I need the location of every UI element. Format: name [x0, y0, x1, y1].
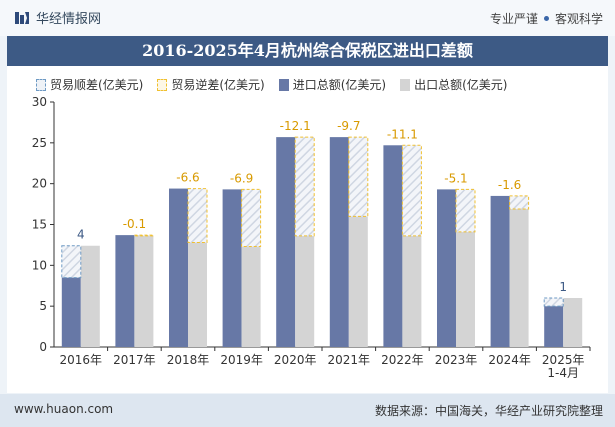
y-tick-label: 5 [39, 299, 47, 313]
brand-name: 华经情报网 [36, 12, 102, 27]
data-label: -12.1 [280, 119, 311, 133]
legend-label-deficit: 贸易逆差(亿美元) [171, 78, 265, 92]
balance-box-surplus [61, 245, 82, 279]
x-tick-label: 2019年 [220, 353, 263, 367]
title-band: 2016-2025年4月杭州综合保税区进出口差额 [7, 36, 608, 66]
legend-swatch-export [400, 78, 411, 91]
data-label: -11.1 [387, 127, 418, 141]
x-tick-label: 2017年 [113, 353, 156, 367]
legend-swatch-deficit [157, 78, 168, 91]
legend-label-export: 出口总额(亿美元) [414, 78, 508, 92]
bar-import [276, 137, 296, 347]
x-tick-label: 2018年 [167, 353, 210, 367]
bar-export [348, 216, 368, 347]
footer-website[interactable]: www.huaon.com [14, 402, 114, 416]
bar-export [188, 242, 207, 347]
x-tick-label: 1-4月 [547, 366, 579, 380]
chart-title: 2016-2025年4月杭州综合保税区进出口差额 [142, 41, 473, 60]
y-tick-label: 0 [39, 340, 47, 354]
x-tick-label: 2024年 [488, 353, 531, 367]
bar-import [115, 235, 135, 347]
data-label: -6.6 [176, 171, 199, 185]
legend-item-export: 出口总额(亿美元) [400, 76, 508, 93]
brand[interactable]: 华经情报网 [14, 8, 101, 27]
legend-item-deficit: 贸易逆差(亿美元) [157, 76, 265, 93]
bar-import [544, 306, 564, 347]
legend-swatch-surplus [36, 78, 46, 91]
legend: 贸易顺差(亿美元) 贸易逆差(亿美元) 进口总额(亿美元) 出口总额(亿美元) [36, 76, 508, 93]
x-tick-label: 2022年 [381, 353, 424, 367]
bar-import [329, 137, 349, 347]
x-tick-label: 2023年 [435, 353, 478, 367]
bar-export [456, 231, 475, 347]
legend-item-import: 进口总额(亿美元) [278, 76, 387, 93]
data-label: 1 [559, 280, 567, 294]
tagline-left: 专业严谨 [489, 12, 538, 26]
header-bar: 华经情报网 专业严谨 客观科学 [0, 0, 615, 36]
balance-box-deficit [348, 136, 369, 217]
data-label: -6.9 [230, 171, 253, 185]
footer-source: 数据来源：中国海关，华经产业研究院整理 [374, 404, 603, 418]
data-label: -0.1 [123, 217, 146, 231]
balance-box-deficit [187, 188, 208, 243]
y-tick-label: 30 [32, 95, 47, 109]
bar-import [169, 188, 188, 347]
balance-box-deficit [241, 188, 262, 248]
balance-box-deficit [401, 144, 422, 237]
x-tick-label: 2025年 [542, 353, 585, 367]
data-label: -1.6 [498, 178, 521, 192]
x-tick-label: 2021年 [328, 353, 371, 367]
bar-import [61, 277, 81, 347]
legend-label-import: 进口总额(亿美元) [292, 78, 387, 92]
brand-logo-icon [15, 11, 29, 24]
y-tick-label: 20 [32, 177, 47, 191]
bar-export [241, 246, 261, 347]
y-tick-label: 15 [32, 218, 47, 232]
x-tick-label: 2020年 [274, 353, 317, 367]
x-tick-label: 2016年 [60, 353, 103, 367]
bar-export [134, 235, 154, 347]
balance-box-deficit [455, 188, 476, 233]
y-tick-label: 25 [32, 136, 47, 150]
bar-export [80, 245, 100, 347]
bar-import [490, 195, 510, 347]
legend-swatch-import [278, 78, 289, 91]
bar-import [383, 145, 403, 347]
separator-dot-icon [543, 16, 549, 21]
footer: www.huaon.com 数据来源：中国海关，华经产业研究院整理 [0, 394, 615, 427]
bar-export [509, 208, 529, 347]
balance-box-deficit [294, 136, 315, 237]
data-label: 4 [77, 228, 85, 242]
bar-export [295, 235, 315, 347]
tagline: 专业严谨 客观科学 [490, 10, 603, 27]
bar-export [563, 298, 583, 347]
bar-export [402, 235, 422, 347]
balance-box-deficit [133, 234, 154, 237]
legend-item-surplus: 贸易顺差(亿美元) [36, 76, 143, 93]
bar-import [437, 189, 456, 347]
data-label: -9.7 [337, 119, 360, 133]
tagline-right: 客观科学 [554, 12, 603, 26]
legend-label-surplus: 贸易顺差(亿美元) [50, 78, 144, 92]
balance-box-surplus [543, 297, 564, 307]
data-label: -5.1 [444, 171, 467, 185]
balance-box-deficit [509, 195, 530, 210]
y-tick-label: 10 [32, 258, 47, 272]
bar-import [222, 189, 242, 347]
